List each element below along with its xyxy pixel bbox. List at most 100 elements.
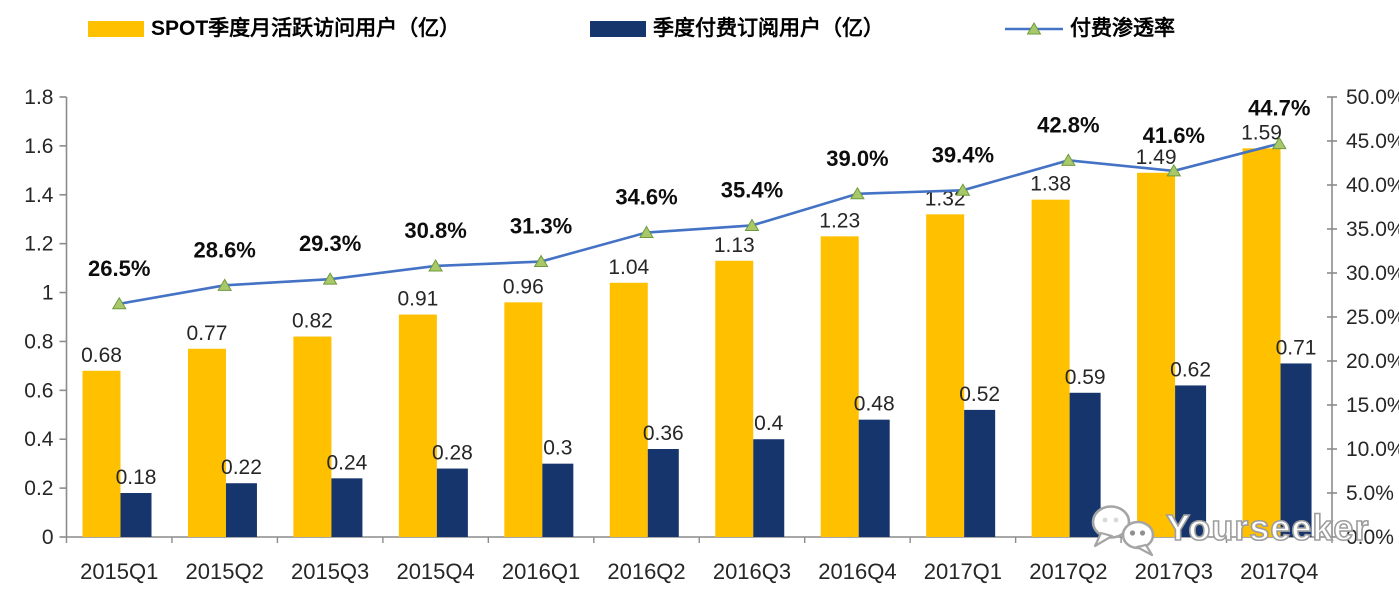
- legend-item-subscribers: 季度付费订阅用户（亿）: [590, 14, 884, 44]
- legend-item-penetration: 付费渗透率: [1005, 14, 1175, 44]
- bar-subscribers: [542, 463, 574, 537]
- bar-subscribers-label: 0.59: [1065, 366, 1106, 389]
- watermark-text: Yourseeker: [1165, 506, 1370, 549]
- penetration-line: [119, 142, 1280, 306]
- bar-mau-label: 1.04: [608, 256, 649, 279]
- bar-mau-label: 0.82: [292, 310, 333, 333]
- bar-mau-label: 1.13: [714, 234, 755, 257]
- bar-subscribers-label: 0.62: [1170, 358, 1211, 381]
- y-axis-left-label: 1.2: [24, 233, 53, 256]
- penetration-label: 28.6%: [193, 237, 255, 262]
- triangle-marker: [1060, 153, 1076, 166]
- y-axis-left-label: 1: [42, 282, 54, 305]
- bar-subscribers: [753, 439, 785, 537]
- bar-subscribers: [964, 409, 996, 537]
- bar-mau: [82, 370, 121, 537]
- y-axis-left-label: 0.8: [24, 330, 53, 353]
- x-axis-label: 2017Q4: [1240, 559, 1318, 584]
- y-axis-right-label: 40.0%: [1346, 174, 1399, 197]
- bar-mau-label: 1.38: [1030, 173, 1071, 196]
- bar-mau: [504, 302, 543, 537]
- bar-subscribers-label: 0.48: [854, 393, 895, 416]
- x-axis-label: 2015Q3: [291, 559, 369, 584]
- bar-mau: [609, 282, 648, 537]
- bar-mau: [820, 236, 859, 538]
- bar-subscribers-label: 0.18: [116, 466, 157, 489]
- legend-label-mau: SPOT季度月活跃访问用户（亿）: [151, 17, 461, 40]
- penetration-label: 29.3%: [299, 231, 361, 256]
- y-axis-right-label: 5.0%: [1346, 482, 1394, 505]
- bar-subscribers: [647, 449, 679, 537]
- triangle-marker: [111, 296, 127, 310]
- x-axis-label: 2015Q1: [80, 559, 158, 584]
- legend-label-penetration: 付费渗透率: [1070, 17, 1175, 40]
- y-axis-right-label: 10.0%: [1346, 438, 1399, 461]
- bar-subscribers: [858, 419, 890, 537]
- penetration-label: 34.6%: [615, 185, 677, 210]
- triangle-marker: [428, 258, 443, 272]
- bar-mau-label: 1.32: [925, 187, 966, 210]
- penetration-label: 41.6%: [1143, 123, 1205, 148]
- bar-subscribers: [1280, 363, 1312, 537]
- y-axis-right-label: 50.0%: [1346, 86, 1399, 109]
- bar-subscribers: [331, 478, 363, 537]
- bar-subscribers-label: 0.28: [432, 442, 473, 465]
- bar-subscribers-label: 0.22: [221, 456, 262, 479]
- penetration-label: 26.5%: [88, 256, 150, 281]
- bar-subscribers-label: 0.24: [326, 451, 367, 474]
- bar-subscribers-label: 0.4: [754, 412, 784, 435]
- penetration-label: 39.4%: [932, 142, 994, 167]
- bar-mau: [926, 214, 965, 538]
- legend-swatch-penetration-line: [1005, 20, 1063, 38]
- legend-swatch-mau: [88, 21, 144, 37]
- x-axis-label: 2017Q3: [1135, 559, 1213, 584]
- x-axis-label: 2017Q2: [1029, 559, 1107, 584]
- penetration-label: 39.0%: [826, 146, 888, 171]
- triangle-marker: [533, 254, 549, 268]
- bar-subscribers-label: 0.36: [643, 422, 684, 445]
- bar-subscribers: [225, 483, 257, 537]
- x-axis-label: 2016Q1: [502, 559, 580, 584]
- bar-mau: [187, 348, 226, 537]
- x-axis-label: 2016Q4: [818, 559, 896, 584]
- triangle-marker: [639, 225, 654, 239]
- bar-subscribers-label: 0.3: [543, 437, 572, 460]
- bar-mau: [398, 314, 437, 537]
- penetration-label: 44.7%: [1248, 96, 1310, 121]
- penetration-label: 30.8%: [404, 218, 466, 243]
- watermark: Yourseeker: [1088, 498, 1369, 558]
- x-axis-label: 2015Q4: [396, 559, 474, 584]
- bar-mau-label: 1.49: [1136, 146, 1177, 169]
- bar-subscribers-label: 0.52: [959, 383, 1000, 406]
- y-axis-right-label: 45.0%: [1346, 130, 1399, 153]
- bar-mau-label: 0.96: [503, 275, 544, 298]
- bar-mau-label: 0.91: [397, 288, 438, 311]
- bar-mau: [1242, 148, 1281, 538]
- x-axis-label: 2016Q3: [713, 559, 791, 584]
- y-axis-right-label: 15.0%: [1346, 394, 1399, 417]
- legend-swatch-subscribers: [590, 21, 646, 37]
- bar-mau: [293, 336, 332, 537]
- triangle-marker: [744, 218, 760, 231]
- penetration-label: 42.8%: [1037, 112, 1099, 137]
- y-axis-left-label: 1.4: [24, 184, 54, 207]
- bar-mau: [1031, 199, 1070, 537]
- x-axis-label: 2015Q2: [186, 559, 264, 584]
- triangle-marker: [217, 278, 233, 291]
- bar-subscribers: [436, 468, 468, 537]
- bar-mau-label: 1.23: [819, 209, 860, 232]
- y-axis-right-label: 25.0%: [1346, 306, 1399, 329]
- triangle-marker: [322, 272, 338, 285]
- y-axis-left-label: 0.4: [24, 428, 54, 451]
- triangle-marker: [1271, 136, 1287, 150]
- legend-item-mau: SPOT季度月活跃访问用户（亿）: [88, 14, 460, 44]
- triangle-marker: [1166, 163, 1182, 177]
- triangle-marker: [850, 186, 865, 200]
- bar-mau-label: 1.59: [1241, 121, 1282, 144]
- y-axis-right-label: 20.0%: [1346, 350, 1399, 373]
- bar-subscribers: [1175, 385, 1207, 537]
- bar-subscribers: [120, 493, 152, 537]
- bar-mau-label: 0.77: [187, 322, 228, 345]
